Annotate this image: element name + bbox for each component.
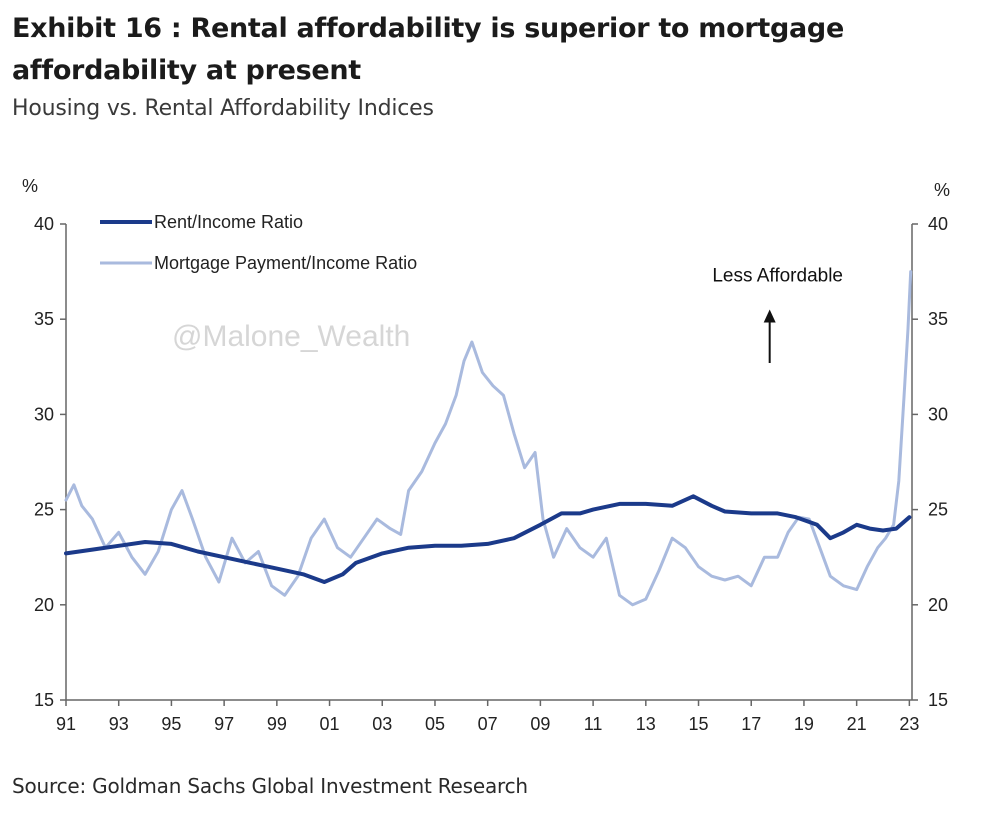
x-tick-label: 13 xyxy=(636,714,656,734)
legend-item-mortgage-label: Mortgage Payment/Income Ratio xyxy=(154,253,417,273)
x-tick-label: 19 xyxy=(794,714,814,734)
y-tick-label-left: 15 xyxy=(34,690,54,710)
y-tick-label-right: 25 xyxy=(928,500,948,520)
x-tick-label: 01 xyxy=(320,714,340,734)
chart-subtitle: Housing vs. Rental Affordability Indices xyxy=(12,96,434,121)
x-tick-label: 11 xyxy=(584,714,603,734)
series-line-rent-income xyxy=(64,494,912,584)
y-axis-right-unit: % xyxy=(934,180,950,200)
y-tick-label-right: 15 xyxy=(928,690,948,710)
y-tick-label-left: 25 xyxy=(34,500,54,520)
x-tick-label: 05 xyxy=(425,714,445,734)
watermark: @Malone_Wealth xyxy=(172,320,410,353)
axes: 15 15 20 20 25 25 30 30 35 35 40 40 91 93 95 97 99 01 03 05… xyxy=(34,214,948,734)
x-tick-label: 99 xyxy=(267,714,287,734)
series-layer xyxy=(64,270,913,607)
y-tick-label-right: 20 xyxy=(928,595,948,615)
legend: Rent/Income Ratio Mortgage Payment/Income… xyxy=(100,212,417,273)
x-tick-label: 97 xyxy=(214,714,234,734)
x-tick-label: 93 xyxy=(109,714,129,734)
annotation-arrow-head xyxy=(763,309,776,323)
y-tick-label-left: 30 xyxy=(34,404,54,424)
y-tick-label-left: 40 xyxy=(34,214,54,234)
y-tick-label-left: 35 xyxy=(34,309,54,329)
source-note: Source: Goldman Sachs Global Investment … xyxy=(12,774,528,798)
y-tick-label-right: 35 xyxy=(928,309,948,329)
x-tick-label: 95 xyxy=(161,714,181,734)
y-tick-label-left: 20 xyxy=(34,595,54,615)
x-tick-label: 17 xyxy=(741,714,761,734)
x-tick-label: 91 xyxy=(56,714,76,734)
annotation-text: Less Affordable xyxy=(712,265,843,286)
y-tick-label-right: 30 xyxy=(928,404,948,424)
y-axis-left-unit: % xyxy=(22,176,38,196)
chart-area: @Malone_Wealth % % 15 15 20 20 25 25 30 30 35 35 4… xyxy=(22,176,950,734)
chart-title: Exhibit 16 : Rental affordability is sup… xyxy=(12,13,844,86)
x-tick-label: 03 xyxy=(372,714,392,734)
y-tick-label-right: 40 xyxy=(928,214,948,234)
x-tick-label: 07 xyxy=(478,714,498,734)
legend-item-rent-label: Rent/Income Ratio xyxy=(154,212,303,232)
annotation: Less Affordable xyxy=(712,265,843,363)
series-line-mortgage-income xyxy=(64,270,913,607)
x-tick-label: 23 xyxy=(899,714,919,734)
x-tick-label: 09 xyxy=(530,714,550,734)
x-tick-label: 15 xyxy=(689,714,709,734)
x-tick-label: 21 xyxy=(847,714,867,734)
